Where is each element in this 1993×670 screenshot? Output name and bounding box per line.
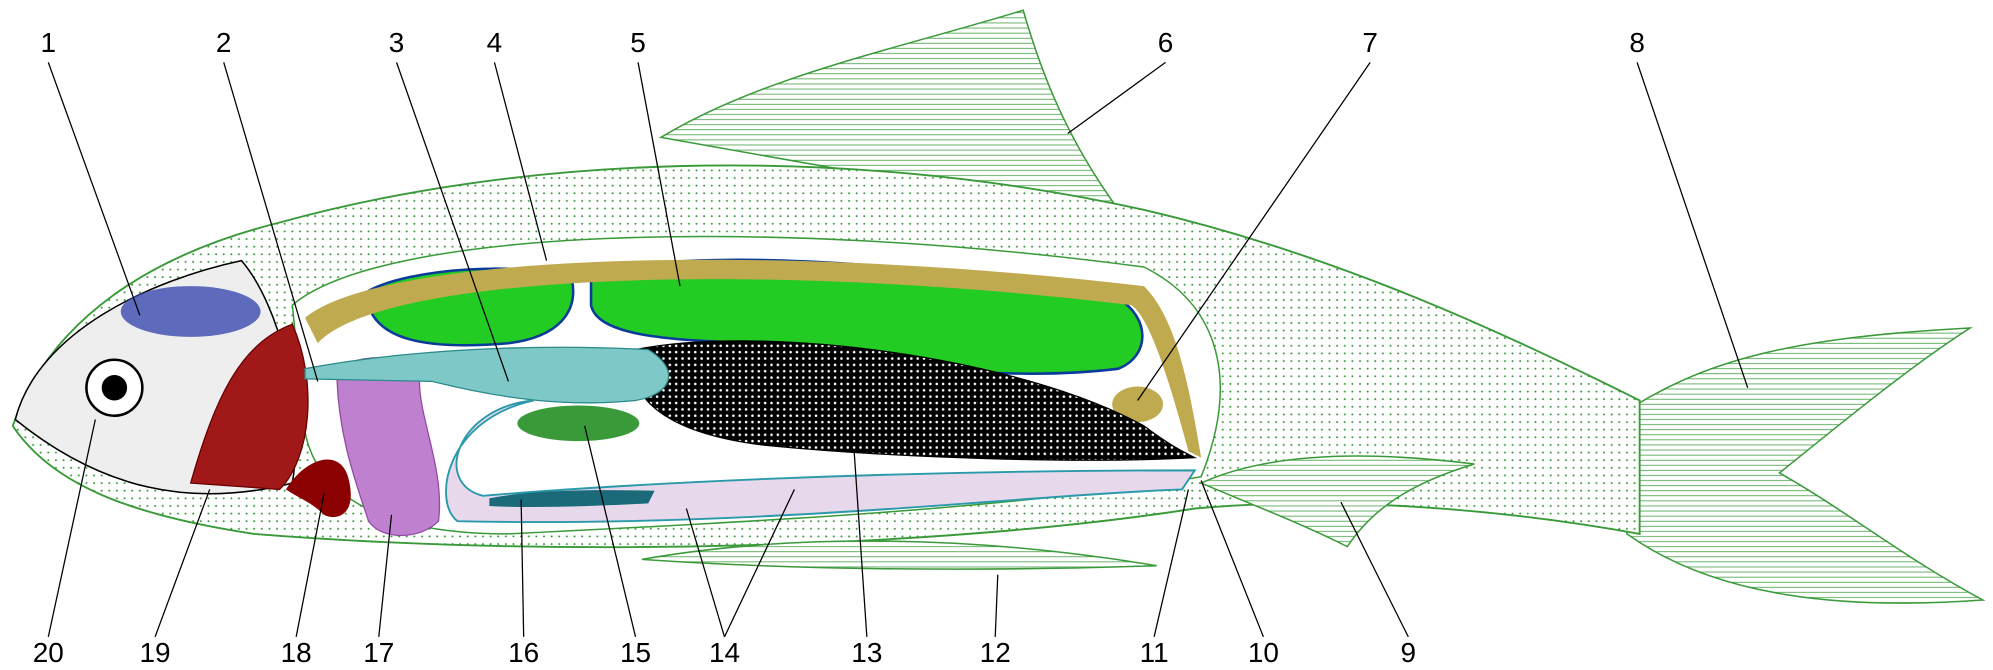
part-number: 13	[851, 637, 882, 668]
part-number: 3	[389, 27, 405, 58]
leader-line	[584, 425, 637, 638]
tail-fin	[1613, 327, 1986, 604]
part-number: 5	[630, 27, 646, 58]
gills	[189, 323, 309, 491]
spleen	[517, 405, 640, 442]
part-number: 7	[1362, 27, 1378, 58]
part-number: 19	[140, 637, 171, 668]
leader-line	[1137, 62, 1371, 401]
part-number: 17	[363, 637, 394, 668]
part-number: 20	[33, 637, 64, 668]
leader-line	[47, 62, 141, 316]
part-number: 9	[1401, 637, 1417, 668]
pyloric-caeca	[489, 490, 655, 508]
leader-line	[637, 62, 681, 287]
part-number: 2	[216, 27, 232, 58]
leader-line	[47, 419, 96, 638]
leader-line	[1067, 61, 1166, 135]
liver	[632, 340, 1198, 461]
pelvic-fin	[641, 540, 1157, 570]
leader-line	[723, 489, 795, 638]
part-number: 15	[620, 637, 651, 668]
stomach	[304, 346, 670, 404]
leader-line	[395, 62, 510, 382]
part-number: 14	[709, 637, 740, 668]
anal-fin	[1199, 455, 1475, 548]
part-number: 16	[508, 637, 539, 668]
leader-line	[1200, 480, 1265, 638]
leader-line	[520, 499, 525, 637]
part-number: 4	[487, 27, 503, 58]
part-number: 12	[980, 637, 1011, 668]
leader-line	[1636, 62, 1749, 388]
leader-line	[685, 508, 726, 638]
pupil	[101, 375, 128, 401]
part-number: 11	[1140, 637, 1169, 668]
leader-line	[493, 62, 548, 261]
part-number: 6	[1158, 27, 1174, 58]
leader-line	[295, 493, 325, 637]
leader-line	[1340, 501, 1409, 638]
part-number: 8	[1629, 27, 1645, 58]
leader-line	[223, 62, 319, 382]
fish-drawing	[11, 9, 1986, 604]
leader-line	[154, 489, 211, 638]
gonad-bulb	[1112, 386, 1164, 423]
leader-line	[378, 514, 393, 637]
part-number: 1	[41, 27, 57, 58]
dorsal-fin	[658, 9, 1121, 211]
leader-line	[1153, 489, 1190, 638]
leader-line	[853, 451, 868, 637]
heart	[285, 459, 351, 518]
leader-line	[994, 574, 999, 637]
part-number: 10	[1248, 637, 1279, 668]
brain	[120, 286, 261, 337]
part-number: 18	[281, 637, 312, 668]
